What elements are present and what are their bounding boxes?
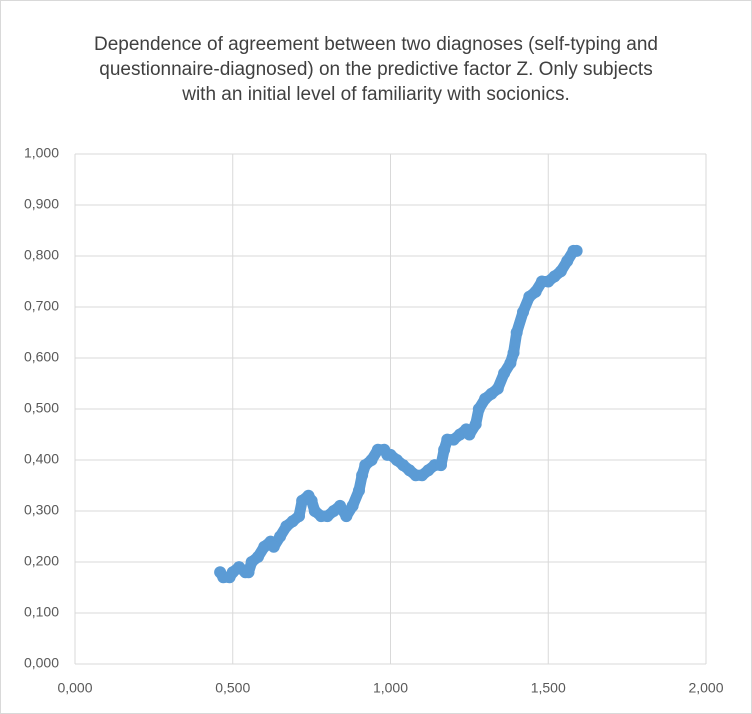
point xyxy=(561,255,574,268)
point xyxy=(472,403,485,415)
point xyxy=(365,454,378,466)
y-tick-label: 0,900 xyxy=(24,196,59,212)
point xyxy=(274,530,287,543)
y-tick-label: 0,400 xyxy=(24,451,59,467)
point xyxy=(529,285,542,298)
point xyxy=(267,540,280,553)
point xyxy=(517,306,530,319)
point xyxy=(251,550,264,563)
x-tick-label: 0,500 xyxy=(215,680,250,696)
point xyxy=(510,326,523,339)
point xyxy=(346,499,359,512)
chart-title: Dependence of agreement between two diag… xyxy=(94,34,658,55)
y-tick-label: 0,000 xyxy=(24,655,59,671)
y-tick-label: 0,100 xyxy=(24,604,59,620)
y-tick-label: 0,500 xyxy=(24,400,59,416)
chart-title: questionnaire-diagnosed) on the predicti… xyxy=(99,59,652,80)
point xyxy=(507,346,520,359)
point xyxy=(340,510,353,523)
x-tick-label: 0,000 xyxy=(57,680,92,696)
point xyxy=(438,443,451,456)
point xyxy=(242,566,255,579)
point xyxy=(554,265,567,278)
point xyxy=(570,244,583,257)
y-tick-label: 0,200 xyxy=(24,553,59,569)
point xyxy=(469,418,482,431)
point xyxy=(434,459,447,472)
point xyxy=(293,510,306,523)
point xyxy=(352,484,365,497)
y-tick-label: 1,000 xyxy=(24,145,59,161)
y-tick-label: 0,600 xyxy=(24,349,59,365)
point xyxy=(498,367,511,380)
chart-title: with an initial level of familiarity wit… xyxy=(181,84,570,105)
x-tick-label: 1,500 xyxy=(531,680,566,696)
point xyxy=(463,428,476,441)
point xyxy=(491,382,504,395)
point xyxy=(334,499,347,512)
y-tick-label: 0,700 xyxy=(24,298,59,314)
y-tick-label: 0,300 xyxy=(24,502,59,518)
y-tick-label: 0,800 xyxy=(24,247,59,263)
x-tick-label: 2,000 xyxy=(688,680,723,696)
x-tick-label: 1,000 xyxy=(373,680,408,696)
point xyxy=(356,469,369,482)
point xyxy=(305,494,318,507)
point xyxy=(504,357,517,370)
